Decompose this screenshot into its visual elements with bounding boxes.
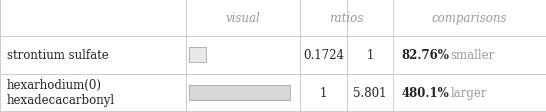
Text: comparisons: comparisons [432,12,507,25]
Bar [189,48,206,63]
Text: 5.801: 5.801 [353,86,387,99]
Text: hexarhodium(0)
hexadecacarbonyl: hexarhodium(0) hexadecacarbonyl [7,78,115,107]
Text: larger: larger [450,86,487,99]
Text: 480.1%: 480.1% [401,86,449,99]
Text: 82.76%: 82.76% [401,49,449,62]
Text: 1: 1 [320,86,327,99]
Text: smaller: smaller [451,49,495,62]
Text: 0.1724: 0.1724 [303,49,344,62]
Bar [189,85,290,100]
Text: ratios: ratios [330,12,364,25]
Text: strontium sulfate: strontium sulfate [7,49,108,62]
Text: visual: visual [225,12,260,25]
Text: 1: 1 [366,49,373,62]
